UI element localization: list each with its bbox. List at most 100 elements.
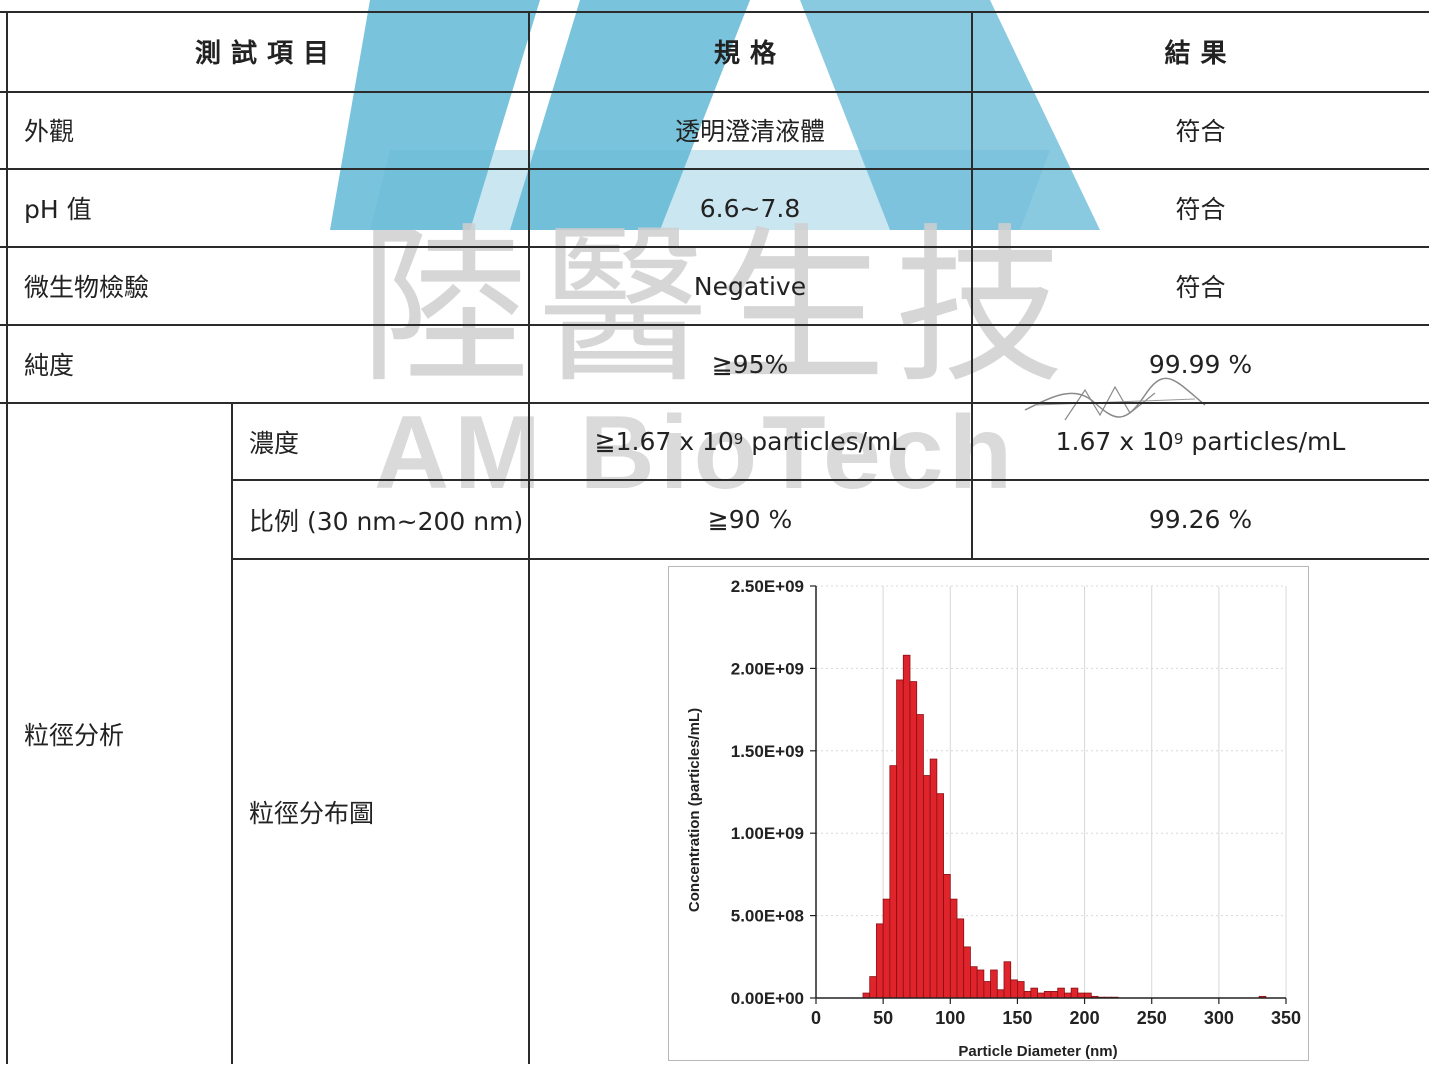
chart-bar xyxy=(970,966,978,999)
chart-bar xyxy=(876,923,884,999)
header-test-item-label: 測試項目 xyxy=(194,39,339,69)
table-row-divider xyxy=(0,246,1429,248)
ratio-label: 比例 (30 nm~200 nm) xyxy=(249,506,524,536)
chart-bar xyxy=(1050,991,1059,999)
chart-bar xyxy=(976,969,985,999)
watermark-logo-left-stroke xyxy=(330,0,540,230)
chart-bar xyxy=(889,765,897,999)
table-row-divider xyxy=(0,402,1429,404)
chart-bar xyxy=(983,981,991,999)
chart-x-tick-label: 50 xyxy=(873,1008,893,1028)
ratio-spec: ≧90 % xyxy=(707,505,793,534)
watermark-chinese-text: 陸醫生技 xyxy=(360,209,1073,407)
chart-y-tick-label: 5.00E+08 xyxy=(731,907,804,926)
distribution-label: 粒徑分布圖 xyxy=(249,799,375,828)
chart-bar xyxy=(1057,987,1065,999)
chart-y-tick-label: 0.00E+00 xyxy=(731,989,804,1008)
chart-svg: 0 50 100 150 200 250 300 350 0.00E+00 5.00E+08 1.0… xyxy=(668,566,1309,1061)
row-purity-spec: ≧95% xyxy=(711,349,789,379)
header-spec-label: 規格 xyxy=(713,39,786,69)
row-purity-result: 99.99 % xyxy=(1148,349,1253,379)
chart-bar xyxy=(869,976,877,999)
table-row-divider xyxy=(0,168,1429,170)
table-column-divider xyxy=(971,11,973,559)
particle-size-distribution-chart: 0 50 100 150 200 250 300 350 0.00E+00 5.00E+08 1.0… xyxy=(668,566,1310,1062)
chart-x-tick-label: 0 xyxy=(811,1008,821,1028)
chart-bar xyxy=(1043,991,1052,999)
row-ph-result: 符合 xyxy=(1175,195,1226,224)
chart-bar xyxy=(1030,987,1038,999)
chart-bar xyxy=(1003,961,1012,999)
chart-grid xyxy=(815,585,1287,999)
chart-bar xyxy=(923,775,931,999)
row-ph-item: pH 值 xyxy=(24,195,92,224)
watermark-logo-lower-band xyxy=(370,150,1050,230)
header-test-item: 測試項目 xyxy=(6,12,528,91)
table-border-top xyxy=(0,11,1429,13)
chart-bar xyxy=(1070,987,1079,999)
chart-x-axis-title: Particle Diameter (nm) xyxy=(958,1043,1117,1060)
chart-bar xyxy=(882,898,891,999)
concentration-spec-unit: particles/mL xyxy=(743,427,906,456)
chart-bar xyxy=(1017,981,1025,999)
header-result: 結果 xyxy=(972,12,1429,91)
chart-bar xyxy=(996,989,1005,999)
chart-bar xyxy=(963,946,971,999)
ratio-result: 99.26 % xyxy=(1148,505,1253,534)
chart-y-tick-label: 2.00E+09 xyxy=(731,659,804,678)
table-row-divider xyxy=(0,91,1429,93)
table-border-left xyxy=(6,11,8,1064)
header-spec: 規格 xyxy=(529,12,971,91)
chart-bar xyxy=(990,969,998,999)
particle-analysis-group-label: 粒徑分析 xyxy=(24,721,125,750)
chart-x-tick-label: 100 xyxy=(935,1008,965,1028)
watermark-logo-middle-stroke xyxy=(510,0,750,230)
row-ph-spec: 6.6~7.8 xyxy=(699,193,801,223)
chart-bar xyxy=(949,898,958,999)
watermark-logo-right-stroke xyxy=(800,0,1100,230)
row-microbial-item: 微生物檢驗 xyxy=(24,273,150,302)
concentration-result-base: 1.67 x 10 xyxy=(1055,427,1174,456)
chart-x-tick-label: 150 xyxy=(1002,1008,1032,1028)
chart-axes: 0 50 100 150 200 250 300 350 0.00E+00 5.00E+08 1.0… xyxy=(731,577,1301,1028)
chart-y-tick-label: 1.50E+09 xyxy=(731,742,804,761)
concentration-result: 1.67 x 10 9 particles/mL xyxy=(972,404,1429,479)
row-purity-item: 純度 xyxy=(24,351,75,380)
concentration-spec-base: ≧1.67 x 10 xyxy=(594,427,734,456)
table-column-divider xyxy=(528,11,530,1064)
chart-bar xyxy=(956,918,965,999)
row-appearance-item: 外觀 xyxy=(24,117,75,146)
chart-y-axis-title: Concentration (particles/mL) xyxy=(686,708,703,912)
chart-bar xyxy=(902,654,911,999)
chart-bar xyxy=(929,758,938,999)
concentration-result-unit: particles/mL xyxy=(1183,427,1346,456)
chart-bar xyxy=(896,679,904,999)
chart-bar xyxy=(943,873,951,999)
row-appearance-spec: 透明澄清液體 xyxy=(674,117,825,146)
header-result-label: 結果 xyxy=(1164,39,1237,69)
concentration-label: 濃度 xyxy=(249,428,300,458)
table-row-divider xyxy=(232,558,1429,560)
row-microbial-spec: Negative xyxy=(693,271,807,301)
chart-bar xyxy=(1023,991,1032,999)
row-microbial-result: 符合 xyxy=(1175,273,1226,302)
chart-bar xyxy=(936,793,944,999)
concentration-spec-exponent: 9 xyxy=(733,429,744,448)
table-row-divider xyxy=(232,479,1429,481)
chart-x-tick-label: 250 xyxy=(1137,1008,1167,1028)
row-appearance-result: 符合 xyxy=(1175,117,1226,146)
chart-x-tick-label: 200 xyxy=(1070,1008,1100,1028)
concentration-result-exponent: 9 xyxy=(1173,429,1184,448)
table-row-divider xyxy=(0,324,1429,326)
watermark-company-text: AM BioTech xyxy=(374,395,1018,511)
watermark-logo-shape xyxy=(330,0,1100,230)
chart-bar xyxy=(1010,979,1018,999)
chart-frame xyxy=(668,566,1309,1061)
chart-x-tick-label: 350 xyxy=(1271,1008,1301,1028)
table-column-divider xyxy=(231,402,233,1064)
concentration-spec: ≧1.67 x 10 9 particles/mL xyxy=(529,404,971,479)
chart-y-tick-label: 1.00E+09 xyxy=(731,824,804,843)
chart-bar xyxy=(909,681,918,999)
chart-x-tick-label: 300 xyxy=(1204,1008,1234,1028)
